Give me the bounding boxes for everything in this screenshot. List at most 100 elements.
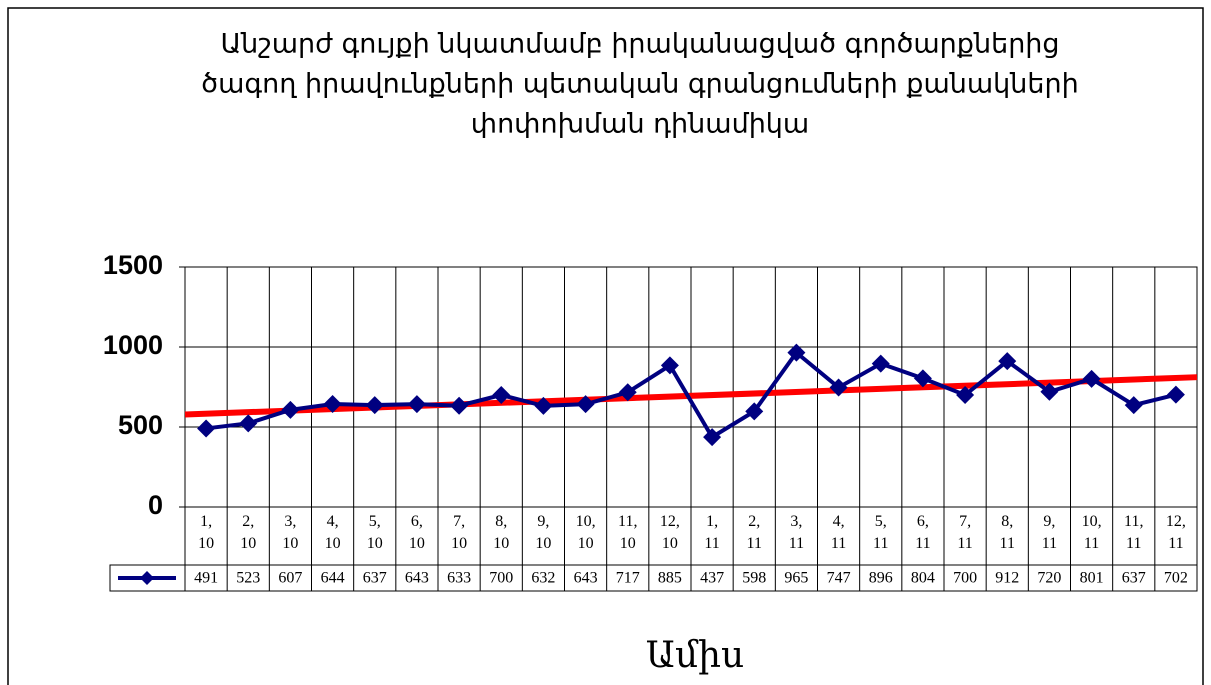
marker: [197, 419, 216, 438]
x-tick-label: 3, 11: [788, 513, 805, 552]
marker: [660, 356, 679, 375]
x-tick-label: 3, 10: [282, 513, 299, 552]
x-tick-label: 1, 10: [198, 513, 215, 552]
table-value: 747: [827, 570, 851, 587]
y-tick-label: 0: [148, 490, 163, 520]
table-value: 523: [236, 570, 260, 587]
marker: [1040, 382, 1059, 401]
table-value: 607: [278, 570, 302, 587]
marker: [913, 369, 932, 388]
marker: [239, 414, 258, 433]
table-value: 632: [531, 570, 555, 587]
marker: [871, 354, 890, 373]
x-tick-label: 12, 10: [659, 513, 680, 552]
x-tick-label: 2, 11: [746, 513, 762, 552]
x-tick-label: 4, 10: [324, 513, 341, 552]
marker: [703, 428, 722, 447]
x-tick-label: 10, 10: [575, 513, 596, 552]
y-tick-label: 1500: [103, 250, 163, 280]
marker: [618, 383, 637, 402]
marker: [323, 394, 342, 413]
marker: [956, 386, 975, 404]
table-value: 598: [742, 570, 766, 587]
marker: [407, 395, 426, 414]
x-tick-label-box: 8, 10: [493, 513, 510, 552]
marker: [576, 395, 595, 414]
x-tick-label-box: 3, 10: [282, 513, 299, 552]
x-tick-label: 5, 11: [873, 513, 889, 552]
x-tick-label-box: 12, 10: [659, 513, 680, 552]
x-tick-label-box: 10, 10: [575, 513, 596, 552]
x-tick-label: 5, 10: [366, 513, 383, 552]
marker: [787, 343, 806, 362]
x-tick-label: 9, 10: [535, 513, 552, 552]
x-tick-label: 1, 11: [704, 513, 720, 552]
marker: [534, 396, 553, 415]
x-tick-label: 7, 11: [957, 513, 973, 552]
y-tick-label: 500: [118, 410, 163, 440]
x-tick-label: 11, 10: [618, 513, 638, 552]
x-tick-label: 8, 11: [999, 513, 1015, 552]
x-tick-label-box: 1, 11: [704, 513, 720, 552]
marker: [1082, 369, 1101, 388]
table-value: 702: [1164, 570, 1188, 587]
x-tick-label-box: 7, 11: [957, 513, 973, 552]
x-tick-label-box: 1, 10: [198, 513, 215, 552]
x-tick-label: 10, 11: [1081, 513, 1102, 552]
marker: [829, 378, 848, 397]
x-tick-label-box: 11, 10: [618, 513, 638, 552]
x-tick-label-box: 6, 10: [408, 513, 425, 552]
x-tick-label-box: 5, 10: [366, 513, 383, 552]
table-value: 720: [1037, 570, 1061, 587]
x-tick-label-box: 12, 11: [1165, 513, 1186, 552]
marker: [1124, 396, 1143, 415]
x-tick-label-box: 9, 10: [535, 513, 552, 552]
x-tick-label-box: 5, 11: [873, 513, 889, 552]
table-value: 637: [363, 570, 387, 587]
table-value: 644: [321, 570, 345, 587]
table-value: 437: [700, 570, 724, 587]
x-tick-label-box: 8, 11: [999, 513, 1015, 552]
marker: [450, 396, 469, 415]
x-tick-label-box: 4, 11: [831, 513, 846, 552]
x-tick-label: 9, 11: [1041, 513, 1058, 552]
chart-title: Անշարժ գույքի նկատմամբ իրականացված գործա…: [220, 29, 1059, 60]
marker: [998, 352, 1017, 371]
trendline: [184, 374, 1198, 418]
x-tick-label: 2, 10: [240, 513, 257, 552]
x-tick-label: 6, 10: [408, 513, 425, 552]
chart-title: ծագող իրավունքների պետական գրանցումների …: [201, 69, 1078, 100]
x-tick-label: 12, 11: [1165, 513, 1186, 552]
table-value: 643: [405, 570, 429, 587]
x-tick-label-box: 3, 11: [788, 513, 805, 552]
x-tick-label-box: 6, 11: [915, 513, 931, 552]
table-value: 700: [953, 570, 977, 587]
chart-border: [7, 7, 1204, 685]
x-tick-label: 6, 11: [915, 513, 931, 552]
x-tick-label: 8, 10: [493, 513, 510, 552]
marker: [745, 402, 764, 421]
table-value: 912: [995, 570, 1019, 587]
chart-title: փոփոխման դինամիկա: [471, 109, 809, 140]
x-tick-label: 11, 11: [1124, 513, 1144, 552]
table-value: 643: [574, 570, 598, 587]
x-tick-label-box: 2, 11: [746, 513, 762, 552]
x-tick-label-box: 9, 11: [1041, 513, 1058, 552]
marker: [492, 386, 511, 404]
marker: [365, 396, 384, 415]
y-tick-label: 1000: [103, 330, 163, 360]
x-tick-label-box: 7, 10: [451, 513, 467, 552]
table-value: 637: [1122, 570, 1146, 587]
table-value: 885: [658, 570, 682, 587]
table-value: 804: [911, 570, 935, 587]
table-value: 965: [784, 570, 808, 587]
x-axis-label: Ամիս: [646, 635, 744, 676]
table-value: 633: [447, 570, 471, 587]
marker: [1166, 385, 1185, 404]
table-value: 491: [194, 570, 218, 587]
x-tick-label-box: 10, 11: [1081, 513, 1102, 552]
table-value: 896: [869, 570, 893, 587]
table-value: 717: [616, 570, 640, 587]
table-value: 700: [489, 570, 513, 587]
